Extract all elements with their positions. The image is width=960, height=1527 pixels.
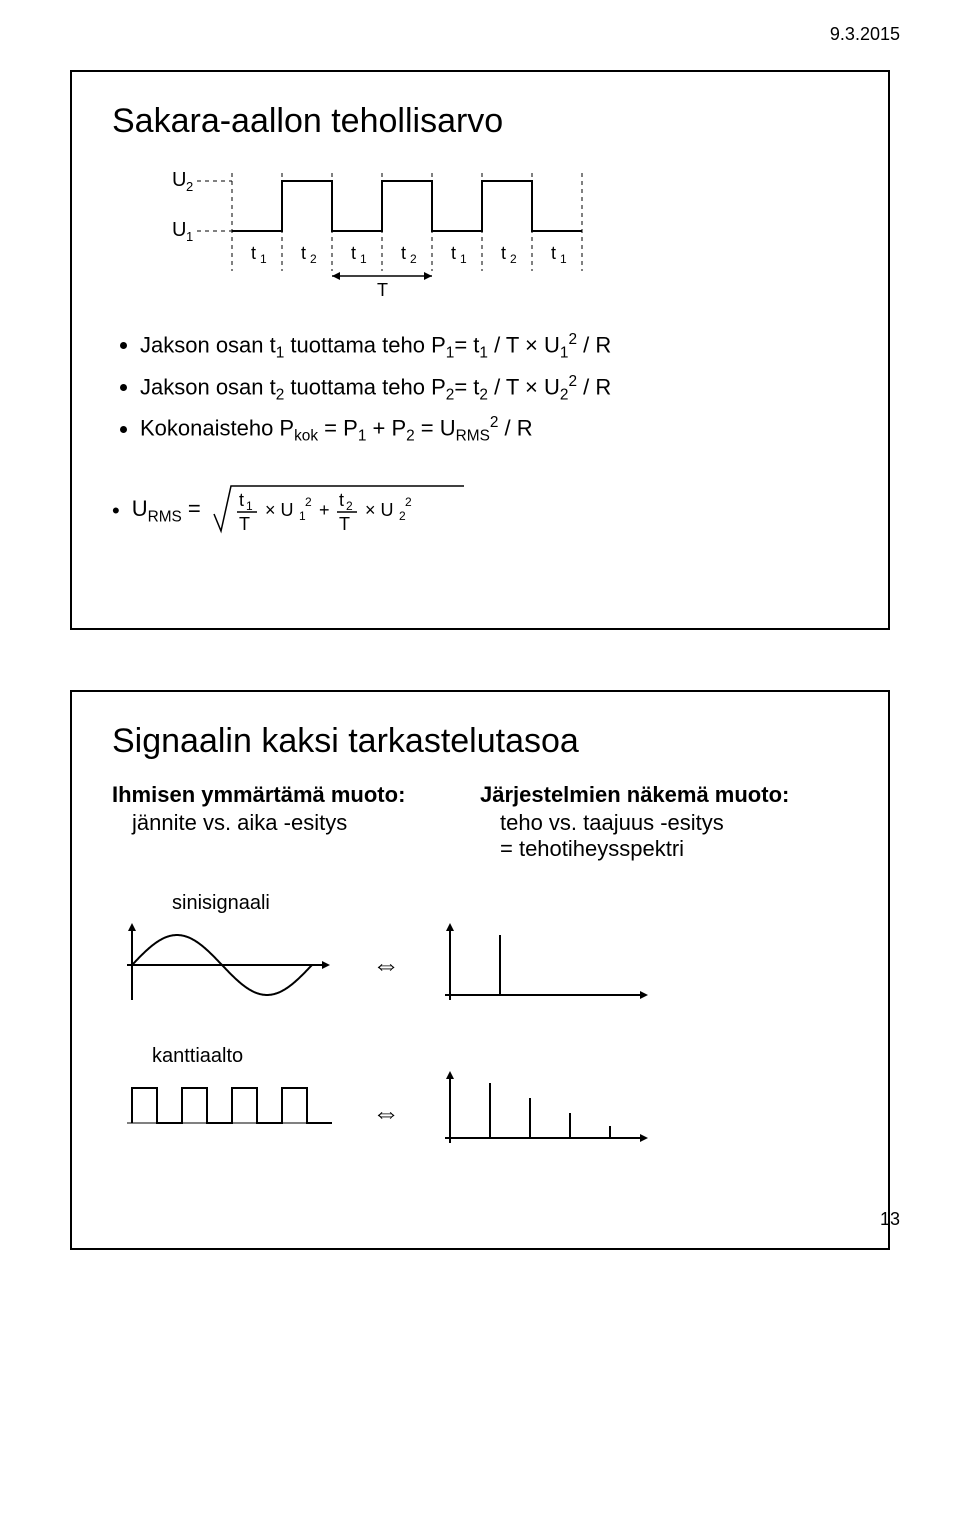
svg-text:U: U xyxy=(172,169,186,191)
svg-text:1: 1 xyxy=(186,229,193,244)
page-number: 13 xyxy=(880,1209,900,1230)
svg-text:2: 2 xyxy=(346,499,353,513)
svg-text:t: t xyxy=(351,243,356,263)
right-col-header: Järjestelmien näkemä muoto: xyxy=(480,781,848,810)
svg-text:1: 1 xyxy=(260,252,267,266)
svg-text:+: + xyxy=(319,500,330,520)
right-col-sub2: = tehotiheysspektri xyxy=(500,836,848,862)
svg-text:1: 1 xyxy=(560,252,567,266)
svg-text:2: 2 xyxy=(310,252,317,266)
square-spectrum xyxy=(430,1068,660,1158)
right-column: Järjestelmien näkemä muoto: teho vs. taa… xyxy=(480,781,848,862)
svg-text:t: t xyxy=(301,243,306,263)
left-col-sub: jännite vs. aika -esitys xyxy=(132,810,480,836)
svg-text:1: 1 xyxy=(299,509,306,523)
bullet: Jakson osan t2 tuottama teho P2= t2 / T … xyxy=(140,373,848,405)
left-column: Ihmisen ymmärtämä muoto: jännite vs. aik… xyxy=(112,781,480,862)
svg-text:t: t xyxy=(239,490,244,510)
left-col-header: Ihmisen ymmärtämä muoto: xyxy=(112,781,480,810)
square-wave-small xyxy=(112,1078,342,1148)
slide-2: Signaalin kaksi tarkastelutasoa Ihmisen … xyxy=(70,690,890,1250)
slide2-title: Signaalin kaksi tarkastelutasoa xyxy=(112,722,848,761)
sine-label: sinisignaali xyxy=(172,892,848,915)
slide-1: Sakara-aallon tehollisarvo U2U1t1t2t1t2t… xyxy=(70,70,890,630)
urms-formula: t1 T × U12 + t2 T × U22 xyxy=(209,476,469,546)
bullet: Jakson osan t1 tuottama teho P1= t1 / T … xyxy=(140,331,848,363)
right-col-sub1: teho vs. taajuus -esitys xyxy=(500,810,848,836)
svg-text:× U: × U xyxy=(265,500,294,520)
svg-text:2: 2 xyxy=(410,252,417,266)
slide1-bullets: Jakson osan t1 tuottama teho P1= t1 / T … xyxy=(112,331,848,446)
bullet: Kokonaisteho Pkok = P1 + P2 = URMS2 / R xyxy=(140,414,848,446)
svg-text:T: T xyxy=(377,280,388,300)
svg-text:1: 1 xyxy=(246,499,253,513)
svg-text:× U: × U xyxy=(365,500,394,520)
svg-text:2: 2 xyxy=(305,495,312,509)
square-wave-diagram: U2U1t1t2t1t2t1t2t1T xyxy=(112,161,852,311)
svg-text:t: t xyxy=(451,243,456,263)
svg-text:T: T xyxy=(239,514,250,534)
square-label: kanttiaalto xyxy=(152,1045,848,1068)
svg-text:1: 1 xyxy=(460,252,467,266)
equiv-icon-1: ⇔ xyxy=(372,949,400,981)
svg-text:t: t xyxy=(551,243,556,263)
sine-spectrum xyxy=(430,915,660,1015)
urms-label: URMS = xyxy=(132,496,201,526)
svg-text:T: T xyxy=(339,514,350,534)
svg-text:t: t xyxy=(339,490,344,510)
svg-text:t: t xyxy=(401,243,406,263)
svg-text:2: 2 xyxy=(510,252,517,266)
svg-text:U: U xyxy=(172,219,186,241)
svg-text:t: t xyxy=(251,243,256,263)
svg-text:1: 1 xyxy=(360,252,367,266)
svg-text:2: 2 xyxy=(405,495,412,509)
equiv-icon-2: ⇔ xyxy=(372,1097,400,1129)
sine-wave xyxy=(112,915,342,1015)
svg-text:2: 2 xyxy=(186,179,193,194)
slide1-title: Sakara-aallon tehollisarvo xyxy=(112,102,848,141)
header-date: 9.3.2015 xyxy=(830,24,900,45)
svg-text:2: 2 xyxy=(399,509,406,523)
svg-text:t: t xyxy=(501,243,506,263)
